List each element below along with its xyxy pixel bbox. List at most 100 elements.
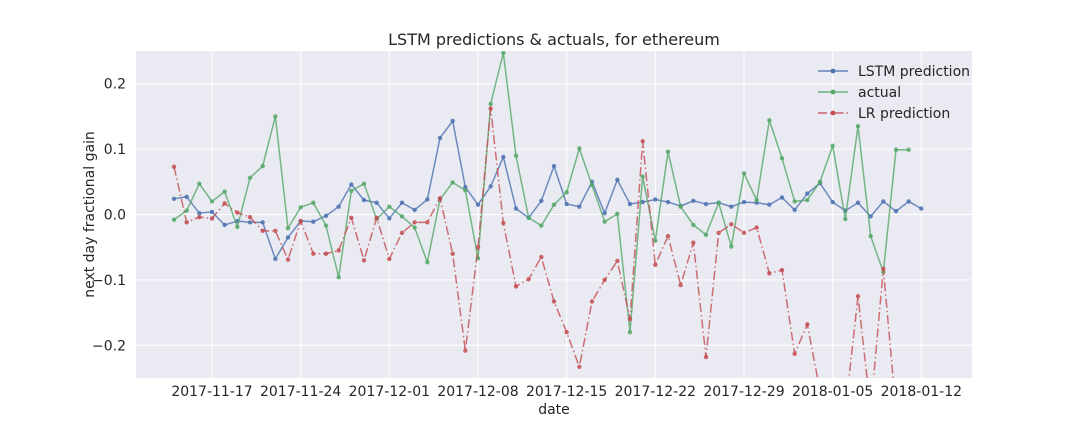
data-point-lstm-prediction: [463, 184, 468, 190]
data-point-actual: [615, 211, 620, 217]
data-point-actual: [323, 223, 329, 228]
data-point-lr-prediction: [881, 266, 886, 271]
data-point-lstm-prediction: [703, 201, 709, 207]
data-point-lr-prediction: [767, 271, 772, 276]
legend-label: LSTM prediction: [858, 64, 970, 80]
data-point-lr-prediction: [741, 230, 747, 236]
legend-marker: [830, 89, 836, 95]
x-tick-label: 2017-12-08: [437, 384, 518, 400]
x-axis-ticks: 2017-11-17 2017-11-24 2017-12-01 2017-12-08…: [171, 384, 962, 400]
data-point-lr-prediction: [602, 277, 607, 283]
data-point-lstm-prediction: [412, 207, 417, 213]
data-point-lstm-prediction: [273, 256, 278, 262]
data-point-actual: [602, 219, 607, 224]
data-point-actual: [425, 260, 430, 265]
data-point-lr-prediction: [260, 228, 265, 234]
data-point-actual: [855, 124, 861, 129]
data-point-lstm-prediction: [209, 209, 215, 215]
data-point-lstm-prediction: [868, 214, 873, 219]
data-point-lr-prediction: [855, 294, 861, 299]
data-point-lstm-prediction: [450, 118, 455, 124]
data-point-lstm-prediction: [260, 220, 265, 225]
data-point-lstm-prediction: [539, 198, 544, 203]
data-point-lr-prediction: [653, 262, 658, 268]
data-point-lstm-prediction: [881, 199, 886, 204]
data-point-lr-prediction: [323, 251, 329, 256]
legend: LSTM prediction actual LR prediction: [818, 64, 970, 122]
data-point-actual: [805, 197, 810, 203]
data-point-actual: [817, 179, 823, 184]
data-point-actual: [311, 200, 316, 205]
data-point-actual: [171, 217, 177, 222]
data-point-lr-prediction: [450, 251, 455, 256]
x-tick-label: 2018-01-05: [792, 384, 873, 400]
y-tick-label: 0.2: [104, 77, 126, 93]
data-point-lr-prediction: [463, 348, 468, 353]
data-point-lstm-prediction: [893, 209, 899, 214]
data-point-lstm-prediction: [488, 184, 493, 189]
data-point-lr-prediction: [349, 215, 354, 220]
data-point-lr-prediction: [412, 220, 417, 225]
data-point-lstm-prediction: [336, 204, 341, 209]
data-point-lstm-prediction: [349, 182, 354, 187]
data-point-lstm-prediction: [285, 235, 291, 240]
data-point-actual: [716, 200, 721, 205]
data-point-actual: [703, 232, 709, 237]
data-point-lstm-prediction: [222, 222, 227, 228]
data-point-lstm-prediction: [855, 200, 861, 205]
legend-item: LSTM prediction: [818, 64, 970, 80]
data-point-lstm-prediction: [691, 198, 696, 203]
data-point-actual: [767, 118, 772, 123]
data-point-lstm-prediction: [374, 200, 379, 205]
series-lr-prediction: [171, 106, 894, 378]
data-point-lr-prediction: [805, 322, 810, 327]
legend-marker: [830, 110, 836, 116]
data-point-lr-prediction: [437, 195, 443, 201]
data-point-lr-prediction: [703, 354, 709, 360]
data-point-actual: [488, 101, 493, 107]
data-point-lr-prediction: [779, 267, 785, 273]
x-tick-label: 2017-12-22: [615, 384, 696, 400]
data-point-lr-prediction: [209, 216, 215, 221]
data-point-lstm-prediction: [906, 199, 911, 204]
data-point-actual: [247, 175, 253, 181]
data-point-lstm-prediction: [919, 206, 924, 211]
data-point-lstm-prediction: [653, 197, 658, 202]
x-tick-label: 2017-11-17: [171, 384, 252, 400]
data-point-lstm-prediction: [741, 199, 747, 205]
data-point-lstm-prediction: [564, 201, 569, 207]
data-point-lstm-prediction: [640, 199, 645, 205]
data-point-lstm-prediction: [197, 210, 202, 216]
data-point-actual: [564, 190, 569, 195]
data-point-actual: [450, 180, 455, 185]
data-point-lr-prediction: [374, 215, 379, 220]
data-point-lstm-prediction: [627, 201, 633, 207]
data-point-actual: [893, 147, 899, 152]
data-point-lstm-prediction: [615, 177, 620, 183]
data-point-lr-prediction: [247, 214, 253, 220]
data-point-actual: [298, 205, 303, 210]
x-tick-label: 2017-12-15: [526, 384, 607, 400]
data-point-lstm-prediction: [311, 219, 316, 224]
data-point-lr-prediction: [513, 284, 519, 289]
data-point-actual: [551, 202, 557, 207]
data-point-lr-prediction: [792, 351, 797, 356]
legend-marker: [830, 68, 836, 74]
x-tick-label: 2017-11-24: [260, 384, 341, 400]
data-point-lstm-prediction: [399, 200, 405, 205]
legend-item: LR prediction: [818, 106, 950, 122]
x-tick-label: 2017-12-01: [349, 384, 430, 400]
data-point-actual: [729, 244, 734, 249]
data-point-actual: [197, 181, 202, 186]
data-point-lstm-prediction: [729, 204, 734, 209]
data-point-actual: [501, 51, 506, 56]
data-point-actual: [906, 147, 911, 152]
data-point-lr-prediction: [488, 106, 493, 111]
data-point-actual: [691, 222, 696, 228]
data-point-actual: [665, 149, 671, 154]
data-point-lr-prediction: [627, 316, 633, 322]
data-point-lstm-prediction: [184, 194, 189, 200]
data-point-lr-prediction: [197, 214, 202, 220]
data-point-lr-prediction: [754, 225, 759, 230]
